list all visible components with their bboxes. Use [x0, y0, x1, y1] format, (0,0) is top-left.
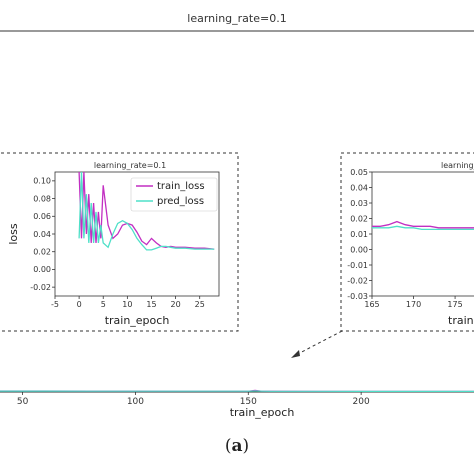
series-line-train-loss: [372, 220, 474, 229]
y-tick-label: 0.04: [33, 230, 51, 239]
y-tick-label: -0.03: [347, 292, 368, 301]
x-tick-label: 20: [170, 300, 180, 309]
series-line-pred-loss: [78, 172, 215, 251]
x-tick-label: 175: [447, 300, 462, 309]
y-tick-label: 0.10: [33, 177, 51, 186]
series-line-train-loss: [78, 172, 215, 250]
x-tick-label: 150: [240, 397, 257, 407]
x-axis-label: train_epoch: [230, 406, 295, 419]
figure-caption: (a): [0, 436, 474, 456]
chart-title: learning_rate=0.1: [94, 161, 166, 170]
y-tick-label: 0.00: [33, 265, 51, 274]
inset-frame-right: [340, 152, 474, 332]
y-tick-label: -0.01: [347, 261, 368, 270]
x-axis-label: train_epoch: [105, 314, 170, 327]
caption-paren-open: (: [224, 436, 232, 456]
x-axis-label: train: [448, 314, 474, 327]
x-tick-label: 170: [406, 300, 421, 309]
y-tick-label: 0.08: [33, 194, 51, 203]
zoom-arrow-line: [293, 330, 343, 357]
y-axis-label: loss: [7, 223, 20, 245]
main-chart: 50 100 150 200 train_epoch: [0, 389, 474, 419]
x-tick-label: 25: [195, 300, 205, 309]
x-tick-label: 100: [127, 397, 144, 407]
y-tick-label: 0.04: [350, 183, 368, 192]
x-tick-label: 165: [364, 300, 379, 309]
x-tick-label: 5: [101, 300, 106, 309]
y-tick-label: 0.05: [350, 168, 368, 177]
legend-label-train-loss: train_loss: [157, 181, 205, 192]
series-line-pred-loss: [372, 225, 474, 231]
caption-letter: a: [231, 436, 243, 456]
inset-chart-left: -5 0 5 10 15 20 25 -0.02 0.00 0.02 0.04 0.06 0.08 0.1…: [7, 161, 220, 327]
legend-label-pred-loss: pred_loss: [157, 196, 204, 207]
x-tick-label: 50: [17, 397, 29, 407]
y-tick-label: -0.02: [30, 283, 51, 292]
x-tick-label: 10: [122, 300, 132, 309]
y-tick-label: 0.06: [33, 212, 51, 221]
y-tick-label: 0.03: [350, 199, 368, 208]
zoom-arrow-head: [291, 350, 300, 358]
main-chart-title: learning_rate=0.1: [187, 12, 286, 25]
y-tick-label: -0.02: [347, 276, 368, 285]
y-tick-label: 0.00: [350, 245, 368, 254]
x-tick-label: 0: [77, 300, 82, 309]
x-tick-label: 15: [146, 300, 156, 309]
x-tick-label: 200: [353, 397, 370, 407]
zoom-connector-arrows: [0, 152, 474, 358]
x-tick-label: -5: [51, 300, 59, 309]
caption-paren-close: ): [242, 436, 250, 456]
y-tick-label: 0.02: [33, 248, 51, 257]
chart-title: learning_: [441, 161, 474, 170]
y-tick-label: 0.01: [350, 230, 368, 239]
inset-chart-right: 165 170 175 -0.03 -0.02 -0.01 0.00 0.01 0.02 0.03…: [347, 161, 474, 327]
y-tick-label: 0.02: [350, 214, 368, 223]
